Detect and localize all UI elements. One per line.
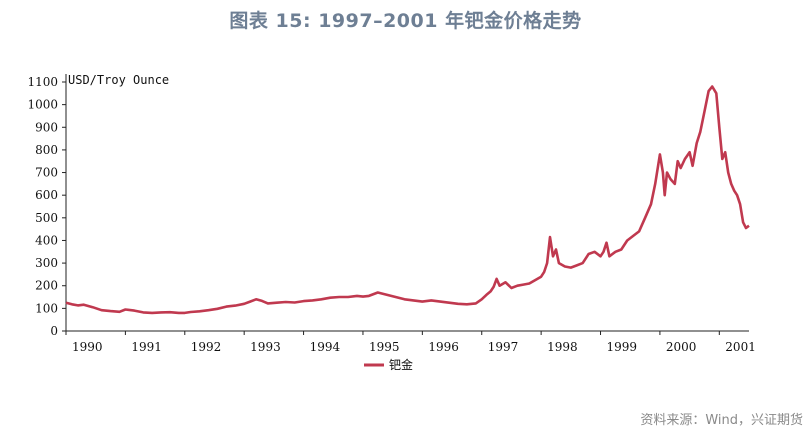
x-tick-label: 2001	[725, 340, 756, 354]
y-tick-label: 300	[35, 256, 58, 270]
x-tick-label: 2000	[666, 340, 697, 354]
x-tick-label: 1996	[428, 340, 459, 354]
x-tick-label: 1994	[310, 340, 341, 354]
y-tick-label: 0	[50, 324, 58, 338]
y-tick-label: 200	[35, 279, 58, 293]
x-tick-label: 1995	[369, 340, 400, 354]
legend[interactable]: 钯金	[364, 357, 413, 372]
y-tick-label: 500	[35, 211, 58, 225]
y-tick-label: 900	[35, 120, 58, 134]
chart-title: 图表 15: 1997–2001 年钯金价格走势	[229, 10, 582, 32]
y-tick-label: 1100	[27, 75, 58, 89]
chart-axes	[65, 74, 749, 332]
y-tick-label: 1000	[27, 98, 58, 112]
x-tick-label: 1992	[191, 340, 222, 354]
x-tick-label: 1990	[72, 340, 103, 354]
x-tick-label: 1997	[488, 340, 519, 354]
x-tick-label: 1999	[607, 340, 638, 354]
source-note: 资料来源：Wind，兴证期货	[640, 413, 803, 428]
x-tick-label: 1993	[250, 340, 281, 354]
y-axis-ticks: 0 100 200 300 400 500 600 700 800 900 1000 1100	[27, 75, 66, 338]
x-tick-label: 1991	[131, 340, 162, 354]
series-line-palladium	[65, 85, 750, 315]
legend-label: 钯金	[389, 357, 413, 372]
y-axis-label: USD/Troy Ounce	[68, 73, 169, 87]
x-axis-ticks: 1990 1991 1992 1993 1994 1995 1996 1997 1998 1999…	[65, 331, 756, 354]
y-tick-label: 800	[35, 143, 58, 157]
y-tick-label: 700	[35, 166, 58, 180]
series-layer	[65, 85, 750, 315]
y-tick-label: 100	[35, 301, 58, 315]
y-tick-label: 400	[35, 233, 58, 247]
y-tick-label: 600	[35, 188, 58, 202]
x-tick-label: 1998	[547, 340, 578, 354]
